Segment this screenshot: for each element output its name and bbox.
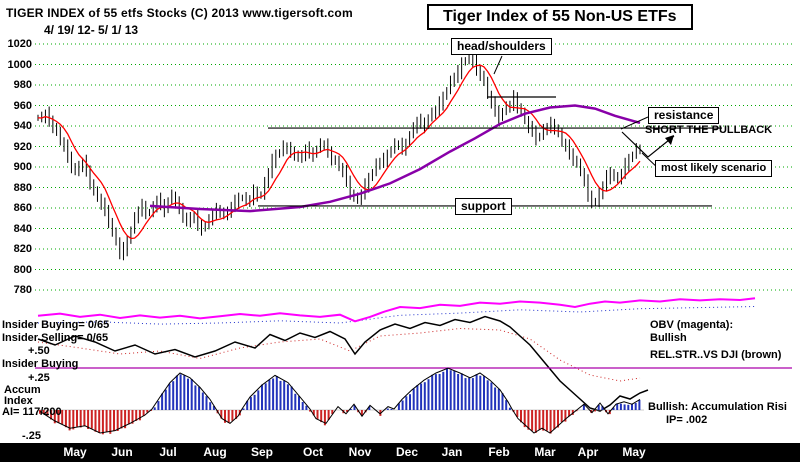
label-obv: OBV (magenta): <box>650 319 734 331</box>
month-label: Mar <box>534 445 556 459</box>
month-label: Jan <box>441 445 463 459</box>
label-plus-25: +.25 <box>28 372 50 384</box>
y-tick-label: 1000 <box>7 58 32 71</box>
y-tick-label: 960 <box>13 99 32 112</box>
label-relstr: REL.STR..VS DJI (brown) <box>650 349 782 361</box>
candlesticks <box>37 50 641 261</box>
label-insider-selling-count: Insider Selling= 0/65 <box>2 332 109 344</box>
month-label: May <box>622 445 646 459</box>
annotation-resistance: resistance <box>648 107 720 124</box>
month-label: Nov <box>348 445 372 459</box>
indicator-lines <box>35 297 792 412</box>
month-axis: May Jun Jul Aug Sep Oct Nov Dec Jan Feb Mar Apr May <box>0 443 800 462</box>
month-label: Jul <box>159 445 177 459</box>
label-ai-value: AI= 117/200 <box>2 406 62 418</box>
month-label: Dec <box>395 445 419 459</box>
label-insider-buying: Insider Buying <box>2 358 79 370</box>
y-tick-label: 920 <box>13 140 32 153</box>
y-tick-label: 880 <box>13 181 32 194</box>
y-tick-label: 1020 <box>7 38 32 50</box>
label-obv-bullish: Bullish <box>650 332 687 344</box>
month-label: Feb <box>488 445 510 459</box>
month-label: Sep <box>250 445 274 459</box>
annotation-support: support <box>455 198 512 215</box>
annotation-short-pullback: SHORT THE PULLBACK <box>645 124 773 136</box>
y-tick-label: 780 <box>13 284 32 296</box>
month-label: Apr <box>577 445 599 459</box>
y-tick-label: 900 <box>13 161 32 173</box>
y-tick-label: 980 <box>13 79 32 91</box>
date-range: 4/ 19/ 12- 5/ 1/ 13 <box>44 23 139 37</box>
label-insider-buying-count: Insider Buying= 0/65 <box>2 319 110 331</box>
chart-title: Tiger Index of 55 Non-US ETFs <box>427 4 693 30</box>
accumulation-histogram <box>38 367 644 435</box>
y-tick-label: 860 <box>13 202 32 214</box>
y-tick-label: 820 <box>13 243 32 255</box>
annotation-most-likely: most likely scenario <box>655 160 773 177</box>
y-tick-label: 840 <box>13 222 32 235</box>
label-plus-50: +.50 <box>28 345 50 357</box>
label-ip-value: IP= .002 <box>666 414 708 426</box>
month-label: Jun <box>111 445 133 459</box>
y-tick-label: 800 <box>13 263 32 276</box>
label-bullish-accum: Bullish: Accumulation Risi <box>648 401 787 413</box>
y-tick-label: 940 <box>13 120 32 132</box>
label-accum: Accum <box>4 384 41 396</box>
label-minus-25: -.25 <box>22 430 41 442</box>
moving-averages <box>37 64 641 240</box>
copyright-header: TIGER INDEX of 55 etfs Stocks (C) 2013 w… <box>6 6 353 20</box>
month-label: May <box>63 445 87 459</box>
y-axis: 1020 1000 980 960 940 920 900 880 860 840 820 800 78… <box>0 0 34 300</box>
month-label: Oct <box>302 445 324 459</box>
month-label: Aug <box>203 445 227 459</box>
annotation-head-shoulders: head/shoulders <box>451 38 552 55</box>
label-index: Index <box>4 395 33 407</box>
